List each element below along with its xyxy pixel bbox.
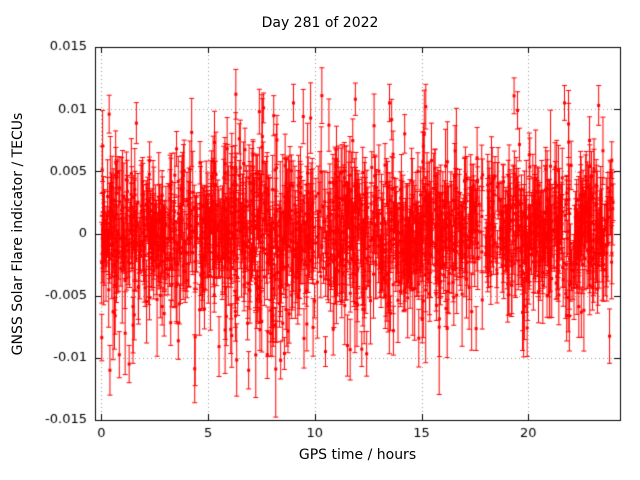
chart-title: Day 281 of 2022 [261, 15, 379, 31]
y-axis-label: GNSS Solar Flare indicator / TECUs [10, 112, 26, 356]
x-axis-label: GPS time / hours [298, 447, 417, 463]
